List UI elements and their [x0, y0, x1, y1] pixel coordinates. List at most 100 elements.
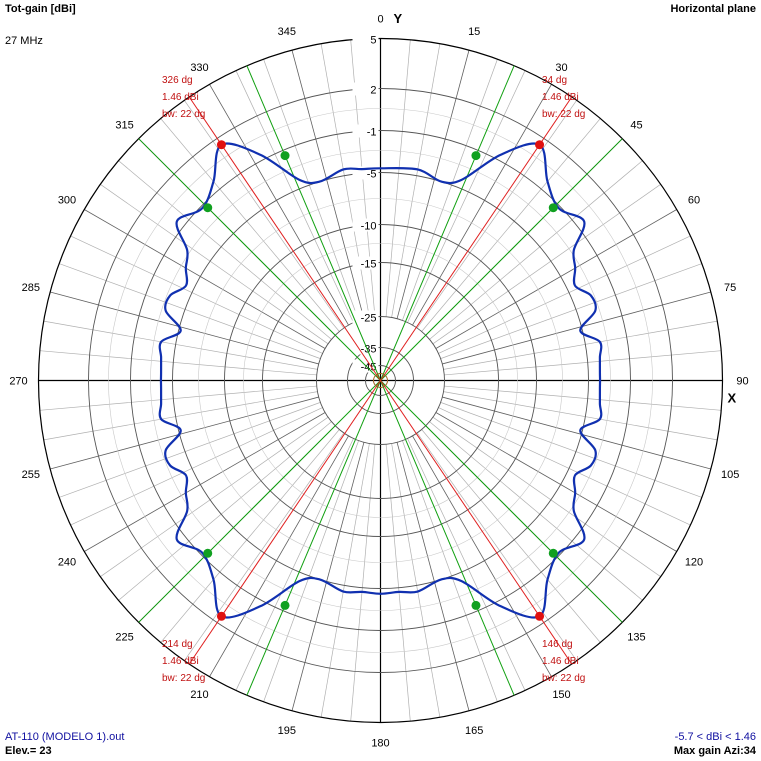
- max-gain-line: [380, 380, 573, 665]
- beamwidth-line: [380, 138, 623, 381]
- radial-spoke-minor: [320, 43, 370, 318]
- radial-spoke-major: [396, 442, 470, 711]
- radial-spoke-major: [396, 50, 470, 319]
- y-axis-label: Y: [394, 11, 403, 26]
- radial-spoke-major: [412, 84, 552, 326]
- max-gain-annotation: 146 dg: [542, 639, 573, 650]
- radial-spoke-minor: [59, 263, 321, 359]
- angle-tick-label: 0: [377, 14, 383, 26]
- radial-spoke-minor: [440, 402, 702, 498]
- angle-tick-label: 180: [371, 738, 389, 750]
- radial-spoke-minor: [59, 402, 321, 498]
- beamwidth-line: [138, 380, 381, 623]
- radial-spoke-minor: [263, 440, 359, 702]
- angle-tick-label: 270: [9, 376, 27, 388]
- max-gain-annotation: 326 dg: [162, 75, 193, 86]
- angle-tick-label: 225: [115, 631, 133, 643]
- radial-spoke-minor: [432, 416, 661, 577]
- radial-tick-bg: [352, 32, 379, 46]
- max-gain-annotation: 214 dg: [162, 639, 193, 650]
- beamwidth-point: [471, 151, 481, 161]
- gain-circle-minor: [150, 150, 611, 611]
- radial-spoke-minor: [444, 350, 722, 376]
- radial-spoke-minor: [39, 385, 317, 411]
- radial-spoke-major: [84, 412, 326, 552]
- angle-tick-label: 285: [22, 282, 40, 294]
- max-gain-point: [216, 140, 226, 150]
- radial-tick-label: 2: [370, 85, 376, 97]
- beamwidth-line: [380, 380, 515, 696]
- beamwidth-point: [280, 151, 290, 161]
- radial-tick-bg: [352, 310, 379, 324]
- angle-tick-label: 75: [724, 282, 736, 294]
- radial-spoke-major: [209, 435, 349, 677]
- radial-spoke-minor: [235, 438, 354, 691]
- radial-spoke-minor: [184, 432, 345, 661]
- plane-label: Horizontal plane: [670, 3, 756, 15]
- angle-tick-label: 240: [58, 557, 76, 569]
- gain-circle: [262, 262, 499, 499]
- beamwidth-line: [380, 380, 623, 623]
- radial-spoke-major: [50, 291, 319, 365]
- radial-tick-bg: [352, 82, 379, 96]
- elevation-label: Elev.= 23: [5, 745, 52, 757]
- angle-tick-label: 135: [627, 631, 645, 643]
- radial-spoke-minor: [160, 429, 340, 643]
- radial-spoke-major: [412, 435, 552, 677]
- radial-spoke-minor: [402, 440, 498, 702]
- radial-spoke-minor: [184, 100, 345, 329]
- beamwidth-point: [471, 600, 481, 610]
- radial-spoke-minor: [320, 443, 370, 718]
- radial-spoke-major: [84, 209, 326, 349]
- radial-spoke-minor: [407, 70, 526, 323]
- radial-spoke-major: [442, 396, 711, 470]
- gain-circle-minor: [198, 198, 563, 563]
- angle-tick-label: 120: [685, 557, 703, 569]
- radial-tick-bg: [352, 218, 379, 232]
- radial-spoke-minor: [402, 59, 498, 321]
- angle-tick-label: 330: [190, 62, 208, 74]
- angle-tick-label: 105: [721, 469, 739, 481]
- radial-spoke-minor: [407, 438, 526, 691]
- radial-spoke-minor: [438, 235, 691, 354]
- radial-spoke-minor: [118, 421, 332, 601]
- beamwidth-line: [246, 380, 381, 696]
- max-gain-label: Max gain Azi:34: [673, 745, 756, 757]
- max-gain-annotation: bw: 22 dg: [542, 673, 585, 684]
- max-gain-annotation: 1.46 dBi: [162, 656, 199, 667]
- radial-tick-label: -1: [367, 127, 377, 139]
- beamwidth-point: [548, 548, 558, 558]
- radial-tick-bg: [352, 341, 379, 355]
- radial-tick-label: -35: [361, 344, 377, 356]
- max-gain-line: [188, 96, 381, 381]
- beamwidth-point: [203, 548, 213, 558]
- gain-circle: [37, 37, 724, 724]
- radial-tick-label: -5: [367, 169, 377, 181]
- max-gain-annotation: 34 dg: [542, 75, 567, 86]
- radial-spoke-minor: [421, 429, 601, 643]
- chart-title: Tot-gain [dBi]: [5, 3, 76, 15]
- angle-tick-label: 210: [190, 689, 208, 701]
- radial-spoke-major: [291, 442, 365, 711]
- radial-spoke-minor: [160, 118, 340, 332]
- x-axis-label: X: [728, 391, 737, 406]
- radial-spoke-minor: [391, 443, 441, 718]
- radial-spoke-minor: [440, 263, 702, 359]
- beamwidth-point: [203, 203, 213, 213]
- gain-circle: [365, 365, 396, 396]
- gain-pattern-curve: [158, 142, 603, 619]
- angle-tick-label: 15: [468, 26, 480, 38]
- radial-tick-label: -15: [361, 259, 377, 271]
- radial-spoke-minor: [438, 407, 691, 526]
- radial-spoke-minor: [70, 407, 323, 526]
- radial-spoke-minor: [385, 39, 411, 317]
- angle-tick-label: 150: [552, 689, 570, 701]
- max-gain-line: [380, 96, 573, 381]
- angle-tick-label: 45: [630, 120, 642, 132]
- angle-tick-label: 195: [278, 725, 296, 737]
- radial-spoke-minor: [429, 160, 643, 340]
- radial-spoke-minor: [100, 416, 329, 577]
- angle-tick-label: 90: [736, 376, 748, 388]
- beamwidth-line: [138, 138, 381, 381]
